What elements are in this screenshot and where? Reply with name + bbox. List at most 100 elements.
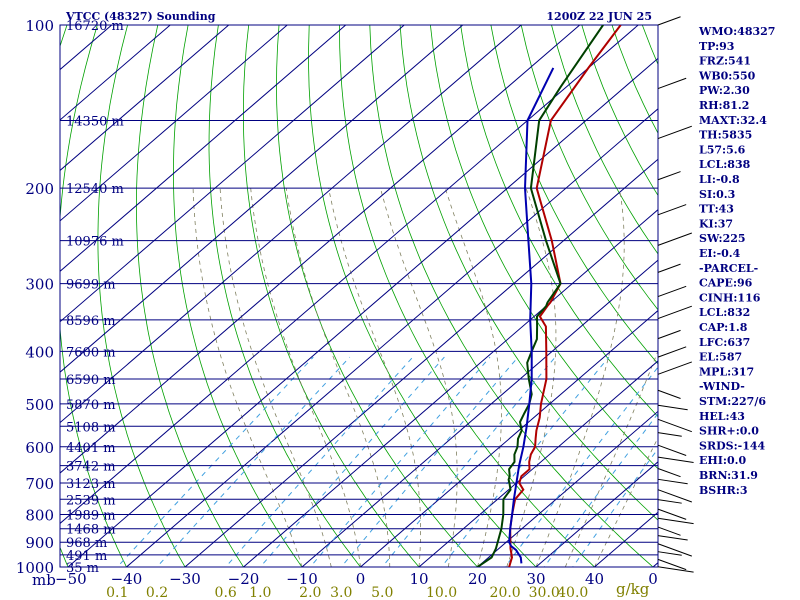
index-entry: PW:2.30 bbox=[699, 84, 750, 97]
wind-barb bbox=[657, 361, 692, 375]
mixing-ratio-tick-label: 2.0 bbox=[299, 585, 321, 600]
height-label: 968 m bbox=[66, 536, 107, 551]
height-label: 6590 m bbox=[66, 373, 116, 388]
wind-barb bbox=[657, 404, 688, 411]
pressure-tick-label: 400 bbox=[25, 343, 54, 361]
mixing-ratio-line bbox=[543, 412, 658, 567]
isotherm-line bbox=[184, 158, 658, 567]
index-entry: CAPE:96 bbox=[699, 277, 753, 290]
index-entry: EHI:0.0 bbox=[699, 454, 746, 467]
isotherm-line bbox=[60, 25, 230, 172]
index-entry: LCL:832 bbox=[699, 306, 750, 319]
pressure-tick-label: 600 bbox=[25, 439, 54, 457]
isobars bbox=[59, 24, 659, 568]
mixing-ratio-tick-label: 1.0 bbox=[249, 585, 271, 600]
temperature-tick-label: −40 bbox=[111, 570, 143, 588]
isotherm-line bbox=[67, 57, 658, 567]
mixing-ratio-lines bbox=[116, 356, 658, 567]
isotherm-line bbox=[60, 25, 171, 121]
mixing-ratio-unit-label: g/kg bbox=[616, 580, 650, 598]
pressure-tick-label: 200 bbox=[25, 180, 54, 198]
temperature-tick-label: −10 bbox=[286, 570, 318, 588]
pressure-tick-label: 300 bbox=[25, 276, 54, 294]
wind-barb bbox=[657, 444, 687, 456]
index-entry: FRZ:541 bbox=[699, 55, 751, 68]
mixing-ratio-line bbox=[156, 356, 351, 567]
sounding-traces bbox=[476, 25, 622, 567]
mixing-ratio-tick-label: 40.0 bbox=[557, 585, 588, 600]
temperature-tick-labels: −50 −40 −30 −20 −10 0 10 20 30 40 0 bbox=[55, 570, 658, 588]
temperature-tick-label: −30 bbox=[169, 570, 201, 588]
wind-barb bbox=[657, 543, 692, 557]
wind-barb bbox=[657, 171, 681, 181]
temperature-tick-label: −20 bbox=[228, 570, 260, 588]
moist-adiabat bbox=[506, 188, 557, 567]
index-entry: MAXT:32.4 bbox=[699, 114, 767, 127]
index-entry: CINH:116 bbox=[699, 291, 761, 304]
isotherm-line bbox=[60, 25, 464, 373]
isotherms bbox=[60, 25, 658, 567]
height-label: 3742 m bbox=[66, 460, 116, 475]
mixing-ratio-line bbox=[440, 356, 610, 567]
index-entry: CAP:1.8 bbox=[699, 321, 748, 334]
height-label: 5870 m bbox=[66, 398, 116, 413]
isotherm-line bbox=[477, 410, 658, 567]
wind-barb bbox=[657, 489, 692, 503]
mixing-ratio-line bbox=[259, 356, 445, 567]
pressure-unit-label: mb bbox=[32, 571, 56, 589]
index-entry: WB0:550 bbox=[698, 69, 756, 82]
dry-adiabat bbox=[752, 0, 800, 578]
index-entry: SRDS:-144 bbox=[699, 439, 766, 452]
wind-barb bbox=[657, 535, 688, 541]
height-label: 491 m bbox=[66, 549, 107, 564]
wind-barb bbox=[657, 305, 692, 320]
sounding-time: 1200Z 22 JUN 25 bbox=[546, 10, 652, 23]
index-entry: -PARCEL- bbox=[699, 262, 758, 275]
pressure-tick-labels: 100 200 300 400 500 600 700 800 900 1000 bbox=[16, 17, 54, 577]
pressure-tick-label: 1000 bbox=[16, 559, 54, 577]
wind-barbs bbox=[657, 16, 694, 573]
temperature-tick-label: 30 bbox=[526, 570, 545, 588]
height-label: 12540 m bbox=[66, 182, 124, 197]
index-entry: HEL:43 bbox=[699, 410, 745, 423]
isotherm-line bbox=[60, 25, 347, 272]
index-entry: BRN:31.9 bbox=[699, 469, 758, 482]
pressure-tick-label: 900 bbox=[25, 534, 54, 552]
station-title: VTCC (48327) Sounding bbox=[65, 10, 216, 23]
isotherm-line bbox=[243, 209, 658, 567]
isotherm-line bbox=[360, 309, 658, 567]
dry-adiabat bbox=[60, 25, 127, 567]
wind-barb bbox=[657, 526, 681, 536]
wind-barb bbox=[657, 468, 681, 478]
wind-barb bbox=[657, 418, 692, 433]
wind-barb bbox=[657, 478, 688, 485]
dewpoint-trace bbox=[476, 25, 604, 567]
wind-barb bbox=[657, 125, 692, 140]
wind-barb bbox=[657, 232, 692, 246]
wind-barb bbox=[657, 285, 687, 298]
pressure-tick-label: 700 bbox=[25, 475, 54, 493]
mixing-ratio-tick-label: 20.0 bbox=[490, 585, 521, 600]
pressure-tick-label: 100 bbox=[25, 17, 54, 35]
isotherm-line bbox=[60, 25, 522, 424]
index-entry: EL:587 bbox=[699, 351, 742, 364]
index-entry: STM:227/6 bbox=[699, 395, 766, 408]
mixing-ratio-tick-label: 10.0 bbox=[426, 585, 457, 600]
height-labels: 16720 m 14350 m 12540 m 10976 m 9699 m 8596 m… bbox=[66, 19, 124, 576]
isotherm-line bbox=[418, 360, 658, 567]
height-label: 16720 m bbox=[66, 19, 124, 34]
index-entry: LFC:637 bbox=[699, 336, 750, 349]
mixing-ratio-tick-labels: 0.1 0.2 0.6 1.0 2.0 3.0 5.0 10.0 20.0 30.040.0 bbox=[106, 585, 588, 600]
height-label: 2539 m bbox=[66, 493, 116, 508]
wind-barb bbox=[657, 77, 687, 90]
moist-adiabat bbox=[219, 188, 332, 567]
wind-barb bbox=[657, 329, 681, 340]
mixing-ratio-tick-label: 0.6 bbox=[215, 585, 237, 600]
wind-barb bbox=[657, 517, 694, 525]
wind-barb bbox=[657, 499, 682, 504]
temperature-tick-label: 10 bbox=[409, 570, 428, 588]
height-label: 14350 m bbox=[66, 114, 124, 129]
index-entry: -WIND- bbox=[699, 380, 745, 393]
